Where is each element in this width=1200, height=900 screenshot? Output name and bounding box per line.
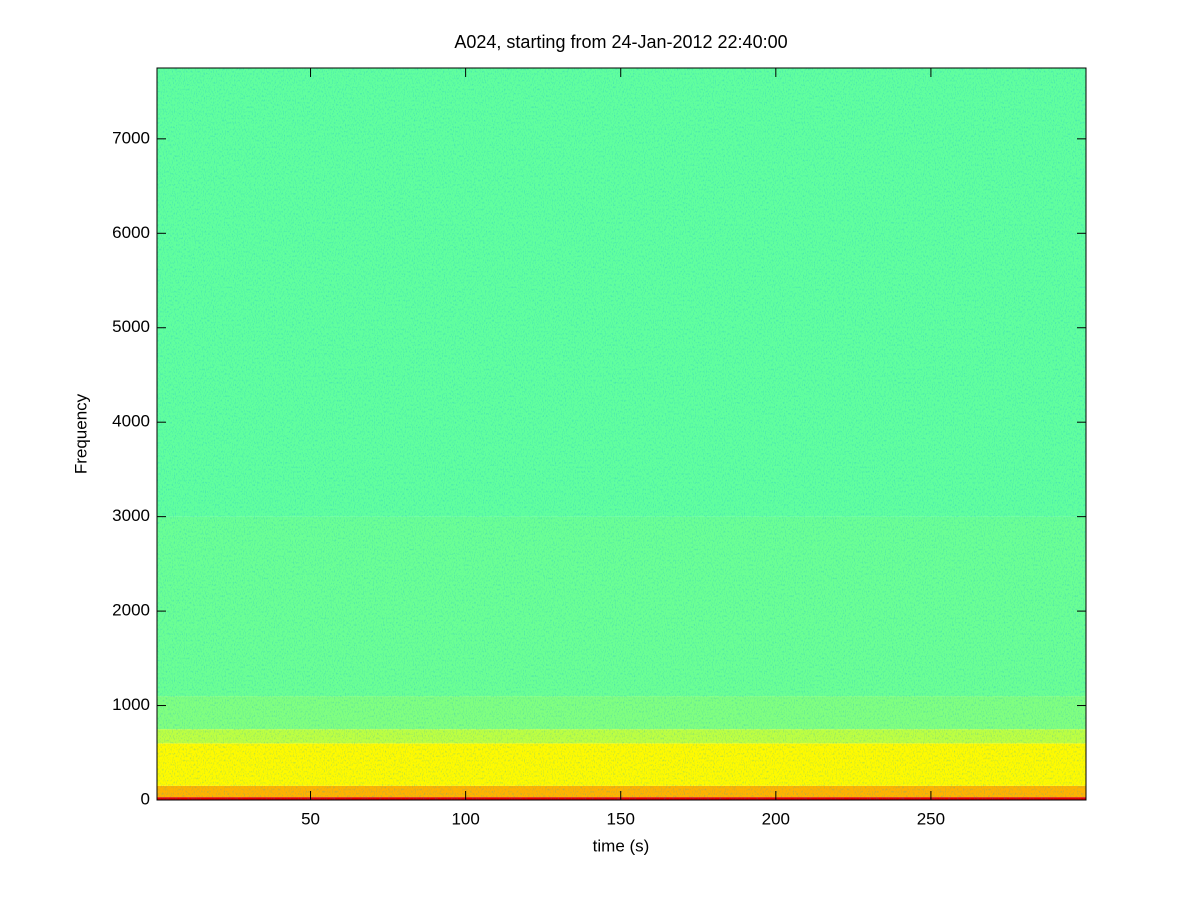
y-tick-label: 7000 (112, 128, 150, 147)
x-tick-label: 50 (301, 809, 320, 828)
x-tick-label: 100 (451, 809, 479, 828)
axes-box (156, 67, 1087, 801)
y-tick-label: 0 (141, 789, 150, 808)
y-tick-label: 1000 (112, 695, 150, 714)
y-tick-label: 5000 (112, 317, 150, 336)
y-tick-label: 2000 (112, 601, 150, 620)
y-tick-label: 3000 (112, 506, 150, 525)
x-tick-label: 150 (607, 809, 635, 828)
x-tick-label: 200 (762, 809, 790, 828)
x-tick-label: 250 (917, 809, 945, 828)
y-axis-label: Frequency (71, 393, 90, 474)
noise-texture (157, 68, 1086, 800)
chart-title: A024, starting from 24-Jan-2012 22:40:00 (454, 32, 787, 52)
y-tick-label: 4000 (112, 412, 150, 431)
x-axis-label: time (s) (593, 836, 650, 855)
y-tick-label: 6000 (112, 223, 150, 242)
